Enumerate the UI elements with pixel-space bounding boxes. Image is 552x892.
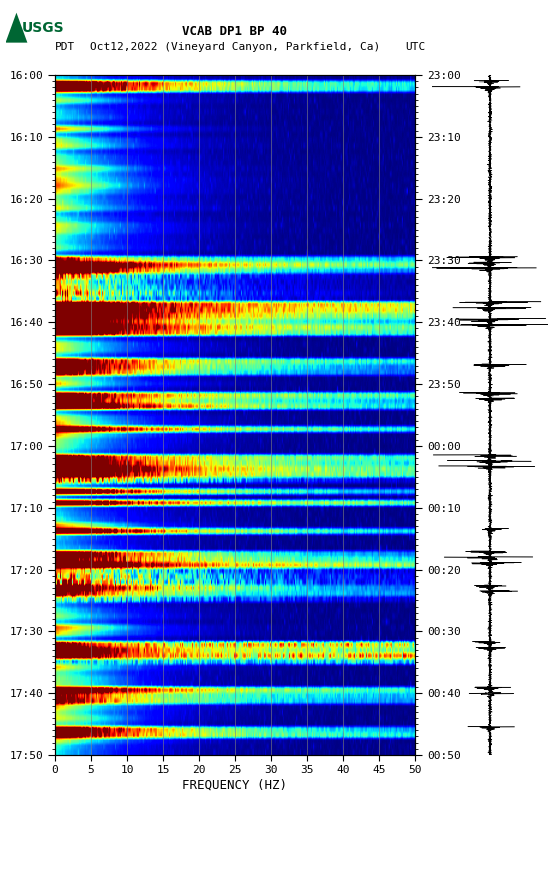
Text: VCAB DP1 BP 40: VCAB DP1 BP 40 xyxy=(183,25,288,38)
X-axis label: FREQUENCY (HZ): FREQUENCY (HZ) xyxy=(183,778,288,791)
Text: USGS: USGS xyxy=(22,21,65,35)
Text: PDT: PDT xyxy=(55,42,75,52)
Text: Oct12,2022 (Vineyard Canyon, Parkfield, Ca): Oct12,2022 (Vineyard Canyon, Parkfield, … xyxy=(90,42,380,52)
Polygon shape xyxy=(6,12,28,43)
Text: UTC: UTC xyxy=(405,42,425,52)
